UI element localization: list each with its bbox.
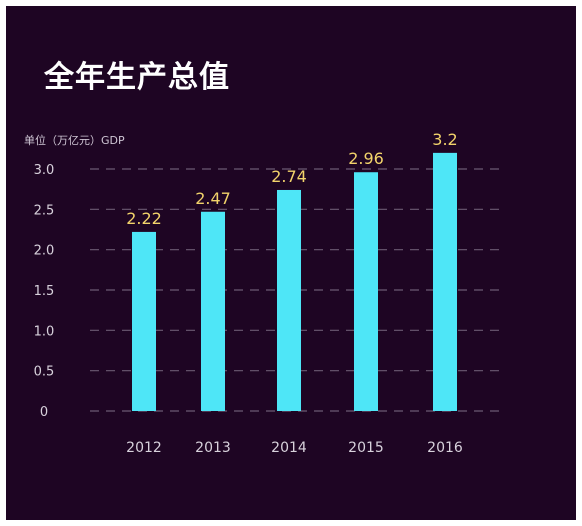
bar-2014	[277, 189, 301, 411]
x-tick-label-2013: 2013	[195, 440, 231, 456]
data-label-2013: 2.47	[195, 189, 231, 208]
y-tick-label: 1.0	[34, 324, 55, 339]
unit-label: 单位（万亿元）GDP	[24, 134, 125, 147]
data-label-2015: 2.96	[348, 149, 384, 168]
bar-2012	[132, 231, 156, 411]
bar-2013	[201, 211, 225, 411]
x-tick-label-2016: 2016	[427, 440, 463, 456]
x-tick-label-2012: 2012	[126, 440, 162, 456]
bar-2015	[354, 172, 378, 411]
y-tick-label: 3.0	[34, 163, 55, 178]
data-label-2014: 2.74	[271, 167, 307, 186]
y-tick-label: 2.0	[34, 244, 55, 259]
y-tick-label: 2.5	[34, 203, 55, 218]
bar-2016	[433, 152, 457, 411]
data-label-2016: 3.2	[432, 130, 457, 149]
y-tick-label: 0	[40, 405, 48, 420]
x-tick-label-2015: 2015	[348, 440, 384, 456]
y-tick-label: 0.5	[34, 365, 55, 380]
x-tick-label-2014: 2014	[271, 440, 307, 456]
data-label-2012: 2.22	[126, 209, 162, 228]
y-tick-label: 1.5	[34, 284, 55, 299]
chart-title: 全年生产总值	[44, 60, 230, 95]
